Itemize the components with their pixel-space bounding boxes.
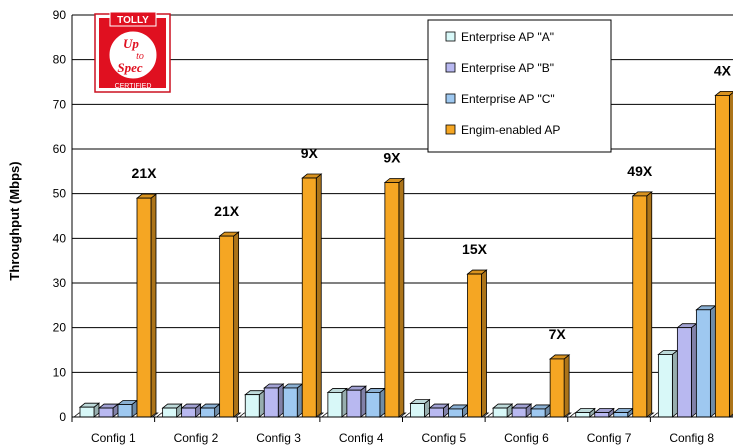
bar xyxy=(345,385,368,418)
bar xyxy=(657,349,679,418)
x-tick-label: Config 2 xyxy=(174,431,219,445)
multiplier-annotation: 15X xyxy=(462,241,488,257)
logo-bottom-text: CERTIFIED xyxy=(115,83,152,90)
bar xyxy=(529,404,552,418)
bar xyxy=(466,269,488,418)
tick-labels: 0 10 20 30 40 50 60 70 80 90 Config 1 Config 2 Confi… xyxy=(53,8,715,445)
bar xyxy=(593,407,615,418)
bar xyxy=(161,403,183,418)
bar xyxy=(364,387,387,418)
y-tick-label: 90 xyxy=(53,8,67,22)
bar xyxy=(676,322,698,418)
x-tick-label: Config 5 xyxy=(421,431,466,445)
annotations: 21X 21X 9X 9X 15X 7X 49X 4X xyxy=(132,62,732,342)
bar xyxy=(574,407,596,418)
bar xyxy=(612,407,634,418)
legend: Enterprise AP "A" Enterprise AP "B" Enterp… xyxy=(427,19,612,153)
y-tick-label: 20 xyxy=(53,321,67,335)
bar xyxy=(548,354,571,418)
axes xyxy=(71,15,733,422)
bar xyxy=(218,231,240,418)
bar xyxy=(244,389,266,418)
y-tick-label: 0 xyxy=(59,410,66,424)
bar xyxy=(428,403,450,418)
bars xyxy=(72,91,733,418)
y-tick-label: 60 xyxy=(53,142,67,156)
x-tick-label: Config 4 xyxy=(339,431,384,445)
legend-label: Enterprise AP "A" xyxy=(461,30,554,44)
bar xyxy=(491,403,514,418)
bar xyxy=(282,383,304,418)
multiplier-annotation: 4X xyxy=(714,62,732,78)
bar xyxy=(409,398,431,418)
legend-swatch xyxy=(445,31,456,42)
x-tick-label: Config 3 xyxy=(256,431,301,445)
logo-line3: Spec xyxy=(117,60,143,75)
y-tick-label: 70 xyxy=(53,97,67,111)
legend-swatch xyxy=(445,62,456,73)
bar xyxy=(510,403,533,418)
multiplier-annotation: 21X xyxy=(214,203,240,219)
bar xyxy=(263,383,285,418)
legend-label: Enterprise AP "B" xyxy=(461,61,554,75)
logo-line1: Up xyxy=(123,36,139,51)
bar xyxy=(714,91,733,418)
y-tick-label: 10 xyxy=(53,365,67,379)
bar xyxy=(383,177,406,418)
x-tick-label: Config 1 xyxy=(91,431,136,445)
bar xyxy=(301,173,323,418)
bar xyxy=(326,387,349,418)
legend-swatch xyxy=(445,124,456,135)
legend-label: Enterprise AP "C" xyxy=(461,92,555,106)
bar xyxy=(180,403,202,418)
multiplier-annotation: 49X xyxy=(627,163,653,179)
bar xyxy=(97,403,120,418)
logo-line2: to xyxy=(136,51,144,62)
bar xyxy=(631,191,653,418)
y-axis-label: Throughput (Mbps) xyxy=(7,161,22,280)
x-tick-label: Config 7 xyxy=(587,431,632,445)
bar xyxy=(116,399,139,418)
y-tick-label: 50 xyxy=(53,187,67,201)
y-tick-label: 80 xyxy=(53,53,67,67)
bar xyxy=(78,402,101,418)
bar xyxy=(135,193,158,418)
multiplier-annotation: 21X xyxy=(132,165,158,181)
multiplier-annotation: 9X xyxy=(301,145,319,161)
legend-label: Engim-enabled AP xyxy=(461,123,560,137)
bar xyxy=(199,403,221,418)
logo-top-text: TOLLY xyxy=(117,15,149,26)
y-tick-label: 30 xyxy=(53,276,67,290)
y-tick-label: 40 xyxy=(53,231,67,245)
multiplier-annotation: 7X xyxy=(549,326,567,342)
legend-swatch xyxy=(445,93,456,104)
tolly-logo: TOLLY Up to Spec CERTIFIED xyxy=(94,11,171,93)
bar xyxy=(447,404,469,418)
x-tick-label: Config 8 xyxy=(669,431,714,445)
bar xyxy=(695,304,717,418)
multiplier-annotation: 9X xyxy=(383,150,401,166)
x-tick-label: Config 6 xyxy=(504,431,549,445)
